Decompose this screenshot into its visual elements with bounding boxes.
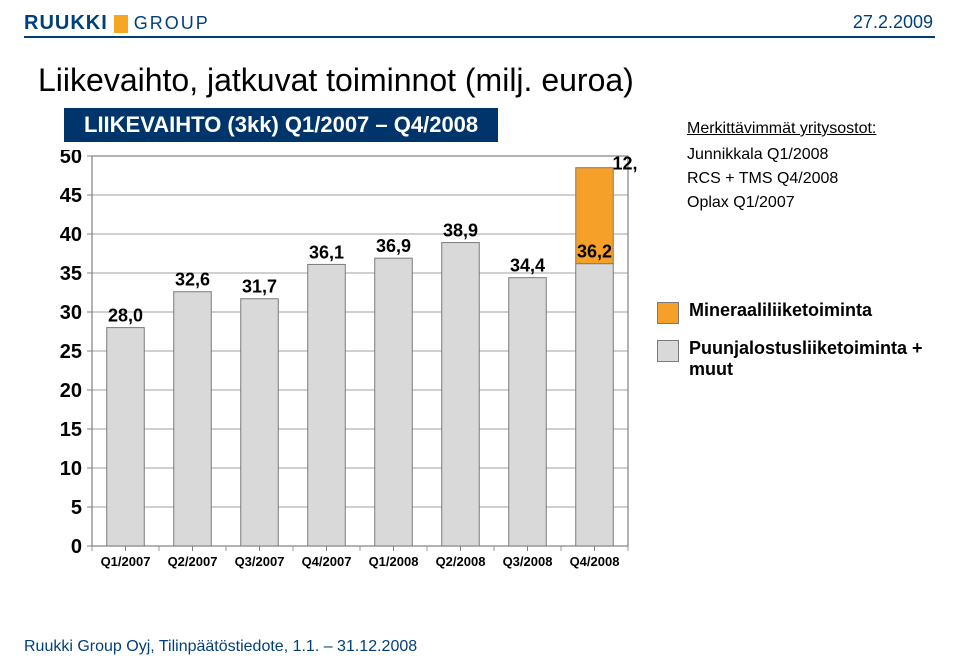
svg-text:25: 25 xyxy=(60,341,82,363)
svg-text:Q1/2008: Q1/2008 xyxy=(369,554,419,569)
svg-text:38,9: 38,9 xyxy=(443,221,478,241)
legend-swatch-0 xyxy=(657,302,679,324)
svg-text:0: 0 xyxy=(71,536,82,558)
header-date: 27.2.2009 xyxy=(853,12,933,33)
chart-svg: 0 5 10 15 20 25 30 35 40 45 50 28,0 Q1/2007 32,6 Q2/20… xyxy=(38,150,638,580)
header-rule xyxy=(24,36,935,38)
legend-label-0: Mineraaliliiketoiminta xyxy=(689,300,872,321)
svg-text:5: 5 xyxy=(71,497,82,519)
svg-text:35: 35 xyxy=(60,263,82,285)
chart-subtitle: LIIKEVAIHTO (3kk) Q1/2007 – Q4/2008 xyxy=(64,108,498,142)
svg-text:36,9: 36,9 xyxy=(376,236,411,256)
svg-text:15: 15 xyxy=(60,419,82,441)
svg-text:30: 30 xyxy=(60,302,82,324)
svg-text:50: 50 xyxy=(60,150,82,168)
svg-text:Q1/2007: Q1/2007 xyxy=(101,554,151,569)
legend-label-1: Puunjalostusliiketoiminta + muut xyxy=(689,338,937,380)
svg-text:45: 45 xyxy=(60,185,82,207)
brand-word: RUUKKI xyxy=(24,12,108,35)
svg-text:Q4/2007: Q4/2007 xyxy=(302,554,352,569)
svg-text:Q2/2008: Q2/2008 xyxy=(436,554,486,569)
svg-text:20: 20 xyxy=(60,380,82,402)
legend-swatch-1 xyxy=(657,340,679,362)
brand-group: GROUP xyxy=(134,13,210,34)
svg-text:28,0: 28,0 xyxy=(108,306,143,326)
svg-text:Q2/2007: Q2/2007 xyxy=(168,554,218,569)
svg-text:Q3/2008: Q3/2008 xyxy=(503,554,553,569)
svg-text:36,1: 36,1 xyxy=(309,242,344,262)
svg-text:Q3/2007: Q3/2007 xyxy=(235,554,285,569)
svg-text:10: 10 xyxy=(60,458,82,480)
acquisitions-note: Merkittävimmät yritysostot: Junnikkala Q… xyxy=(687,120,937,218)
svg-text:Q4/2008: Q4/2008 xyxy=(570,554,620,569)
svg-text:12,3: 12,3 xyxy=(613,154,639,174)
svg-text:36,2: 36,2 xyxy=(577,242,612,262)
legend-item-0: Mineraaliliiketoiminta xyxy=(657,300,937,324)
svg-text:32,6: 32,6 xyxy=(175,270,210,290)
brand-accent-box xyxy=(114,15,128,33)
svg-text:40: 40 xyxy=(60,224,82,246)
note-line-1: RCS + TMS Q4/2008 xyxy=(687,170,937,188)
page-title: Liikevaihto, jatkuvat toiminnot (milj. e… xyxy=(38,62,634,99)
legend: Mineraaliliiketoiminta Puunjalostusliike… xyxy=(657,300,937,394)
note-line-2: Oplax Q1/2007 xyxy=(687,194,937,212)
brand-logo: RUUKKI GROUP xyxy=(24,12,210,35)
footer-text: Ruukki Group Oyj, Tilinpäätöstiedote, 1.… xyxy=(24,638,417,656)
note-line-0: Junnikkala Q1/2008 xyxy=(687,146,937,164)
legend-item-1: Puunjalostusliiketoiminta + muut xyxy=(657,338,937,380)
note-heading: Merkittävimmät yritysostot: xyxy=(687,120,937,138)
revenue-chart: 0 5 10 15 20 25 30 35 40 45 50 28,0 Q1/2007 32,6 Q2/20… xyxy=(38,150,638,580)
svg-text:31,7: 31,7 xyxy=(242,277,277,297)
svg-text:34,4: 34,4 xyxy=(510,256,545,276)
